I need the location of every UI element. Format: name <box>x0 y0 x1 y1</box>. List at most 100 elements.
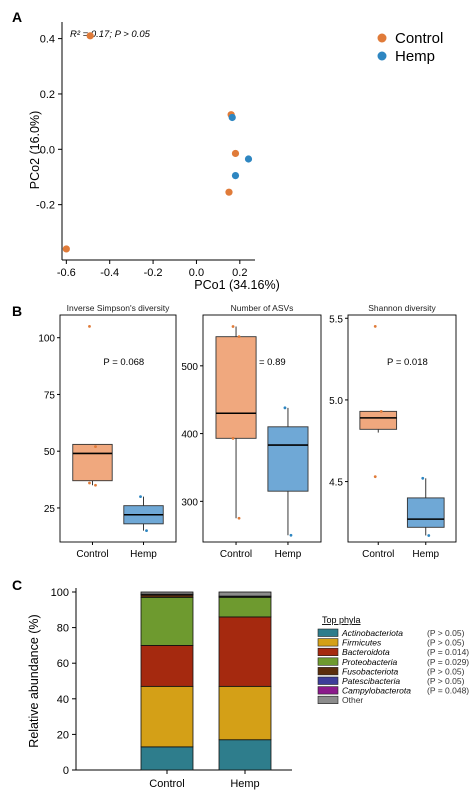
stacked-segment-firmicutes <box>218 685 272 741</box>
boxplot-box-control <box>359 410 398 430</box>
stacked-segment-bacteroidota <box>218 616 272 687</box>
boxplot-point-control <box>94 483 97 487</box>
stacked-segment-bacteroidota <box>140 645 194 687</box>
boxplot-y-tick-label: 25 <box>44 504 56 515</box>
boxplot-point-hemp <box>421 476 425 480</box>
stacked-legend-label-campylobacterota: Campylobacterota <box>342 686 411 696</box>
stacked-legend-swatch-bacteroidota <box>317 647 339 657</box>
boxplot-point-control <box>88 481 91 485</box>
stacked-y-tick-label: 40 <box>57 694 69 706</box>
boxplot-point-control <box>373 325 377 328</box>
pcoa-x-tick-label: -0.4 <box>100 267 119 279</box>
boxplot-x-tick-label: Hemp <box>275 549 302 560</box>
pcoa-legend-swatch-control <box>377 33 387 43</box>
pcoa-x-tick-label: -0.2 <box>144 267 163 279</box>
stacked-legend-title: Top phyla <box>322 615 361 625</box>
boxplot-y-tick-label: 400 <box>181 430 198 441</box>
boxplot-y-tick-label: 50 <box>44 447 56 458</box>
boxplot-title: Shannon diversity <box>368 303 436 313</box>
boxplot-point-hemp <box>145 529 148 533</box>
boxplot-y-tick-label: 5.5 <box>329 314 343 325</box>
stacked-y-tick-label: 0 <box>63 765 69 777</box>
stacked-x-tick-label: Control <box>149 778 184 790</box>
stacked-legend-pvalue-patescibacteria: (P > 0.05) <box>427 676 465 686</box>
boxplot-box-hemp <box>267 426 309 492</box>
pcoa-x-axis-title: PCo1 (34.16%) <box>194 278 279 292</box>
boxplot-pvalue: P = 0.018 <box>387 357 428 368</box>
stacked-legend-pvalue-actinobacteriota: (P > 0.05) <box>427 628 465 638</box>
stacked-legend-label-firmicutes: Firmicutes <box>342 638 382 648</box>
boxplot-point-hemp <box>139 495 142 498</box>
boxplot-point-control <box>94 445 97 449</box>
pcoa-legend-label-control: Control <box>395 30 443 47</box>
boxplot-box-hemp <box>406 497 445 528</box>
stacked-legend-swatch-patescibacteria <box>317 676 339 685</box>
stacked-y-tick-label: 100 <box>51 587 69 599</box>
pcoa-legend-label-hemp: Hemp <box>395 48 435 65</box>
stacked-legend-pvalue-firmicutes: (P > 0.05) <box>427 638 465 648</box>
stacked-legend-pvalue-proteobacteria: (P = 0.029) <box>427 657 469 667</box>
boxplot-point-control <box>88 324 91 328</box>
stacked-legend-swatch-other <box>317 695 339 705</box>
pcoa-y-tick-label: 0.0 <box>40 144 55 156</box>
stacked-y-tick-label: 60 <box>57 658 69 670</box>
panel-label-a: A <box>12 9 22 25</box>
stacked-legend-label-other: Other <box>342 695 363 705</box>
panel-a-pcoa-plot: -0.6 -0.4 -0.2 0.0 0.2 0.4 0.2 0.0 -0.2 PCo1 (34.… <box>28 22 443 292</box>
stacked-legend-label-fusobacteriota: Fusobacteriota <box>342 666 398 676</box>
stacked-legend-pvalue-campylobacterota: (P = 0.048) <box>427 686 469 696</box>
boxplot-x-tick-label: Control <box>362 549 394 560</box>
stacked-segment-other <box>140 591 194 595</box>
boxplot-pvalue: P = 0.89 <box>250 357 285 368</box>
stacked-legend-label-actinobacteriota: Actinobacteriota <box>341 628 403 638</box>
pcoa-annotation: R² = 0.17; P > 0.05 <box>70 29 151 40</box>
pcoa-point-control <box>62 245 70 253</box>
pcoa-y-tick-label: -0.2 <box>36 200 55 212</box>
pcoa-point-hemp <box>244 155 253 163</box>
pcoa-y-tick-label: 0.2 <box>40 89 55 101</box>
stacked-x-tick-label: Hemp <box>230 778 259 790</box>
boxplot-title: Inverse Simpson's diversity <box>67 303 170 313</box>
boxplot-point-control <box>237 335 241 339</box>
stacked-legend-swatch-firmicutes <box>317 638 339 647</box>
pcoa-y-tick-label: 0.4 <box>40 34 55 46</box>
boxplot-x-tick-label: Control <box>76 549 108 560</box>
stacked-legend-label-proteobacteria: Proteobacteria <box>342 657 398 667</box>
panel-c-phyla-stacked-bars: 0 20 40 60 80 100 Relative abundance (%) Contro… <box>27 587 469 790</box>
stacked-legend-label-patescibacteria: Patescibacteria <box>342 676 400 686</box>
stacked-segment-actinobacteriota <box>218 739 272 771</box>
boxplot-x-tick-label: Hemp <box>130 549 157 560</box>
stacked-legend-swatch-actinobacteriota <box>317 628 339 637</box>
stacked-segment-firmicutes <box>140 685 194 748</box>
pcoa-x-tick-label: 0.0 <box>189 267 204 279</box>
boxplot-box-control <box>215 336 257 439</box>
boxplot-pvalue: P = 0.068 <box>103 357 144 368</box>
boxplot-x-tick-label: Control <box>220 549 252 560</box>
boxplot-point-hemp <box>283 406 287 410</box>
stacked-legend-label-bacteroidota: Bacteroidota <box>342 647 390 657</box>
panel-label-c: C <box>12 577 22 593</box>
boxplot-point-control <box>373 475 377 479</box>
boxplot-point-control <box>231 436 235 440</box>
stacked-y-tick-label: 20 <box>57 729 69 741</box>
boxplot-point-hemp <box>427 534 431 537</box>
stacked-y-axis-title: Relative abundance (%) <box>27 614 41 747</box>
boxplot-frame <box>59 314 177 543</box>
pcoa-point-hemp <box>228 113 236 122</box>
boxplot-point-control <box>231 325 235 328</box>
panel-label-b: B <box>12 303 22 319</box>
boxplot-y-tick-label: 100 <box>38 334 55 345</box>
boxplot-box-control <box>72 443 113 482</box>
pcoa-x-tick-label: -0.6 <box>57 267 76 279</box>
pcoa-point-control <box>86 32 94 40</box>
stacked-legend-swatch-proteobacteria <box>317 657 339 666</box>
boxplot-x-tick-label: Hemp <box>412 549 439 560</box>
stacked-segment-proteobacteria <box>218 596 272 618</box>
pcoa-point-control <box>225 188 233 196</box>
stacked-segment-other <box>218 591 272 597</box>
boxplot-y-tick-label: 500 <box>181 362 198 373</box>
boxplot-y-tick-label: 75 <box>44 390 56 401</box>
boxplot-point-control <box>379 409 383 413</box>
boxplot-y-tick-label: 5.0 <box>329 396 343 407</box>
stacked-legend-swatch-fusobacteriota <box>317 667 339 676</box>
